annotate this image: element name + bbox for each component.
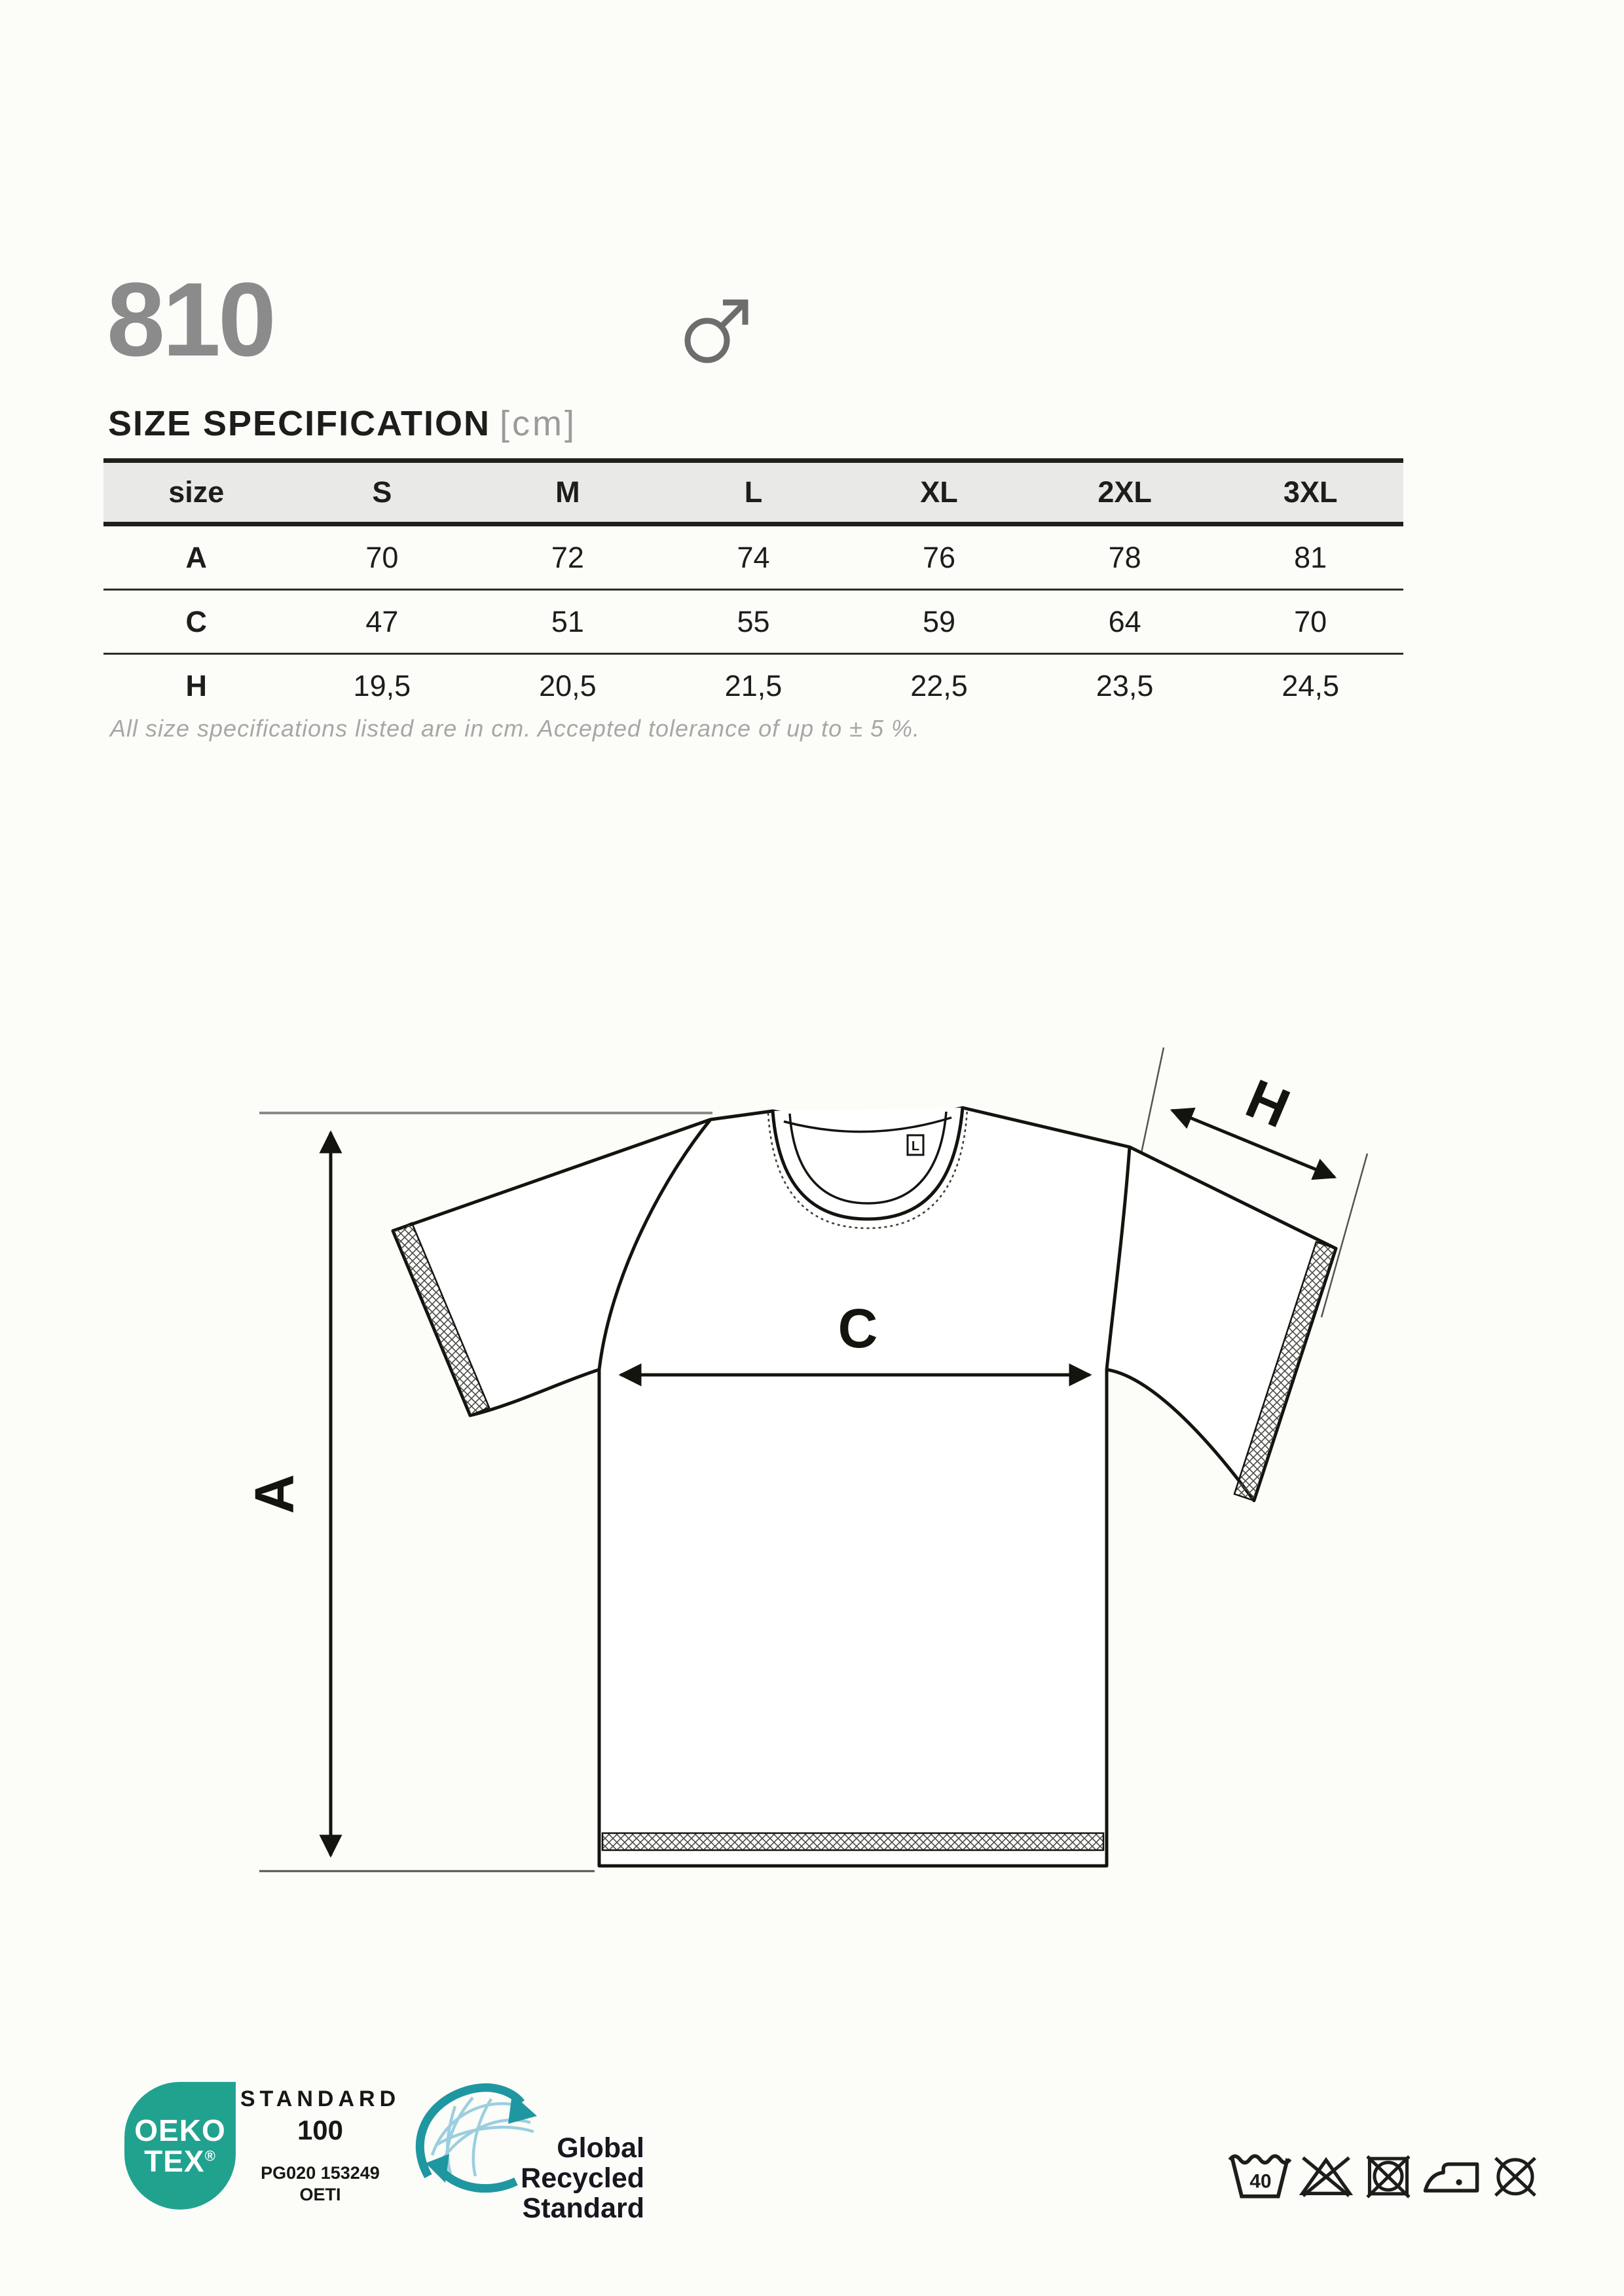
oeko-tex-badge-icon: OEKO TEX® [124, 2082, 236, 2210]
cell: 70 [365, 540, 399, 574]
iron-low-temperature-icon [1423, 2162, 1479, 2193]
oeko-tex-certification: OEKO TEX® STANDARD 100 PG020 153249 OETI [124, 2082, 396, 2210]
col-header-s: S [372, 475, 392, 509]
cell: 74 [737, 540, 770, 574]
cell: 70 [1294, 604, 1327, 638]
row-label: A [185, 540, 208, 574]
section-title: SIZE SPECIFICATION [108, 404, 491, 443]
grs-globe-arrows-icon [415, 2083, 537, 2193]
back-neck-seam [783, 1116, 952, 1133]
label-c: C [838, 1298, 878, 1359]
cell: 72 [551, 540, 584, 574]
cell: 22,5 [910, 668, 968, 702]
do-not-tumble-dry-icon [1366, 2155, 1411, 2198]
col-header-l: L [744, 475, 763, 509]
size-tag-letter: L [912, 1139, 919, 1154]
collar-stitch [767, 1109, 969, 1230]
cell: 78 [1108, 540, 1141, 574]
grs-title: Global Recycled Standard [453, 2133, 644, 2223]
table-row-c: C 47 51 55 59 64 70 [103, 590, 1403, 654]
cell: 20,5 [539, 668, 597, 702]
grs-title-line2: Standard [522, 2193, 644, 2224]
oeko-license-number: PG020 153249 [261, 2163, 380, 2183]
size-tag [906, 1134, 925, 1156]
cell: 64 [1108, 604, 1141, 638]
oeko-standard-word: STANDARD [240, 2086, 401, 2111]
armhole-seam-right [1105, 1146, 1132, 1370]
tshirt-outline [391, 1106, 1338, 1868]
unit-label: [cm] [500, 404, 578, 443]
dimension-arrow-h [1170, 1107, 1337, 1180]
do-not-dry-clean-icon [1494, 2157, 1536, 2197]
cell: 51 [551, 604, 584, 638]
registered-mark: ® [204, 2147, 216, 2164]
row-label: H [185, 668, 208, 702]
grs-certification: Global Recycled Standard [413, 2077, 674, 2223]
cell: 76 [923, 540, 956, 574]
tshirt-measurement-diagram: L A C H [249, 1047, 1369, 1872]
do-not-bleach-icon [1299, 2156, 1354, 2197]
wash-temperature: 40 [1249, 2170, 1271, 2192]
oeko-tex-text-block: STANDARD 100 PG020 153249 OETI [240, 2086, 396, 2205]
col-header-xl: XL [920, 475, 958, 509]
col-header-3xl: 3XL [1283, 475, 1338, 509]
cell: 59 [923, 604, 956, 638]
male-gender-icon [684, 299, 748, 363]
size-spec-table: size S M L XL 2XL 3XL A 70 72 74 76 78 8… [103, 458, 1403, 717]
armhole-seam-left [597, 1118, 712, 1370]
cell: 55 [737, 604, 770, 638]
table-header-row: size S M L XL 2XL 3XL [103, 460, 1403, 524]
tolerance-note: All size specifications listed are in cm… [110, 715, 920, 742]
label-a: A [249, 1474, 305, 1514]
table-row-h: H 19,5 20,5 21,5 22,5 23,5 24,5 [103, 654, 1403, 718]
wash-40-icon: 40 [1228, 2154, 1291, 2198]
grs-title-line1: Global Recycled [521, 2132, 644, 2194]
collar-rib [788, 1111, 948, 1205]
cell: 47 [365, 604, 399, 638]
section-heading: SIZE SPECIFICATION [cm] [108, 406, 577, 441]
label-h: H [1238, 1067, 1299, 1139]
cell: 23,5 [1096, 668, 1154, 702]
oeko-brand-top: OEKO [134, 2113, 226, 2147]
oeko-standard-number: 100 [297, 2115, 344, 2145]
col-header-2xl: 2XL [1098, 475, 1152, 509]
cuff-band-left [392, 1222, 490, 1417]
cuff-band-right [1233, 1241, 1337, 1502]
care-symbols-row: 40 [1228, 2150, 1543, 2202]
extension-line-sleeve-right [1320, 1153, 1369, 1318]
cell: 81 [1294, 540, 1327, 574]
col-header-size: size [168, 475, 225, 509]
hem-band [601, 1832, 1105, 1851]
cell: 24,5 [1282, 668, 1339, 702]
oeko-brand-bottom: TEX® [144, 2143, 216, 2178]
cell: 19,5 [353, 668, 411, 702]
oeko-institute: OETI [299, 2185, 341, 2204]
product-code: 810 [107, 261, 276, 378]
col-header-m: M [555, 475, 580, 509]
cell: 21,5 [724, 668, 783, 702]
row-label: C [185, 604, 208, 638]
table-row-a: A 70 72 74 76 78 81 [103, 524, 1403, 590]
